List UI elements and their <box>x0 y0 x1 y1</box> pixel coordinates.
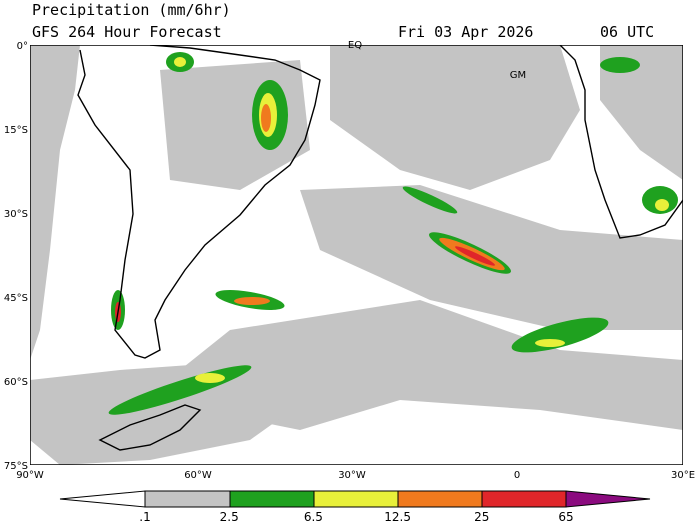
subtitle: GFS 264 Hour Forecast <box>32 23 222 41</box>
colorbar-label: 2.5 <box>220 510 239 524</box>
colorbar-label: 12.5 <box>384 510 411 524</box>
lat-label: 75°S <box>4 461 28 472</box>
lon-label: 0 <box>514 470 520 481</box>
forecast-time: 06 UTC <box>600 23 654 41</box>
lat-label: 15°S <box>4 125 28 136</box>
colorbar-label: .1 <box>139 510 150 524</box>
greenwich-label: GM <box>510 70 526 81</box>
colorbar-label: 6.5 <box>304 510 323 524</box>
map-area <box>30 45 683 465</box>
lon-label: 60°W <box>184 470 212 481</box>
lat-label: 60°S <box>4 377 28 388</box>
lon-label: 90°W <box>16 470 44 481</box>
colorbar <box>59 490 651 508</box>
lat-label: 45°S <box>4 293 28 304</box>
colorbar-label: 65 <box>558 510 573 524</box>
lon-label: 30°E <box>671 470 695 481</box>
lat-label: 30°S <box>4 209 28 220</box>
forecast-date: Fri 03 Apr 2026 <box>398 23 533 41</box>
equator-label: EQ <box>348 40 362 51</box>
title: Precipitation (mm/6hr) <box>32 1 231 19</box>
lat-label: 0° <box>17 41 28 52</box>
colorbar-label: 25 <box>474 510 489 524</box>
coastlines <box>77 45 683 451</box>
lon-label: 30°W <box>338 470 366 481</box>
precip-cells <box>108 52 678 415</box>
